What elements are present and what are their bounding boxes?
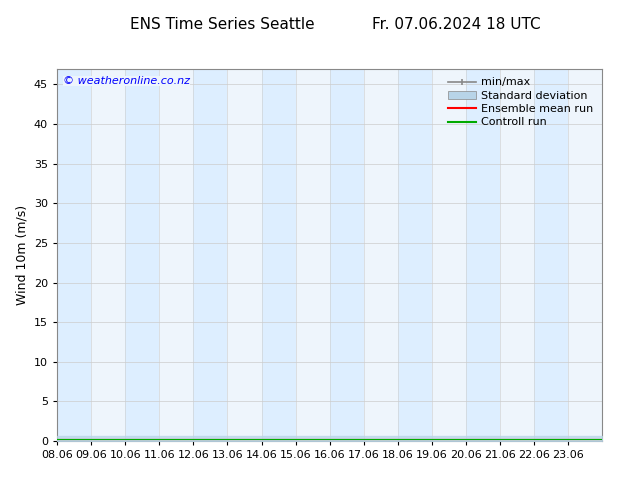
Text: © weatheronline.co.nz: © weatheronline.co.nz <box>63 76 190 86</box>
Y-axis label: Wind 10m (m/s): Wind 10m (m/s) <box>15 205 29 305</box>
Legend: min/max, Standard deviation, Ensemble mean run, Controll run: min/max, Standard deviation, Ensemble me… <box>444 74 597 131</box>
Bar <box>193 69 228 441</box>
Bar <box>261 69 295 441</box>
Bar <box>330 69 364 441</box>
Bar <box>57 69 91 441</box>
Bar <box>398 69 432 441</box>
Bar <box>466 69 500 441</box>
Bar <box>126 69 159 441</box>
Text: Fr. 07.06.2024 18 UTC: Fr. 07.06.2024 18 UTC <box>372 17 541 32</box>
Text: ENS Time Series Seattle: ENS Time Series Seattle <box>129 17 314 32</box>
Bar <box>534 69 568 441</box>
